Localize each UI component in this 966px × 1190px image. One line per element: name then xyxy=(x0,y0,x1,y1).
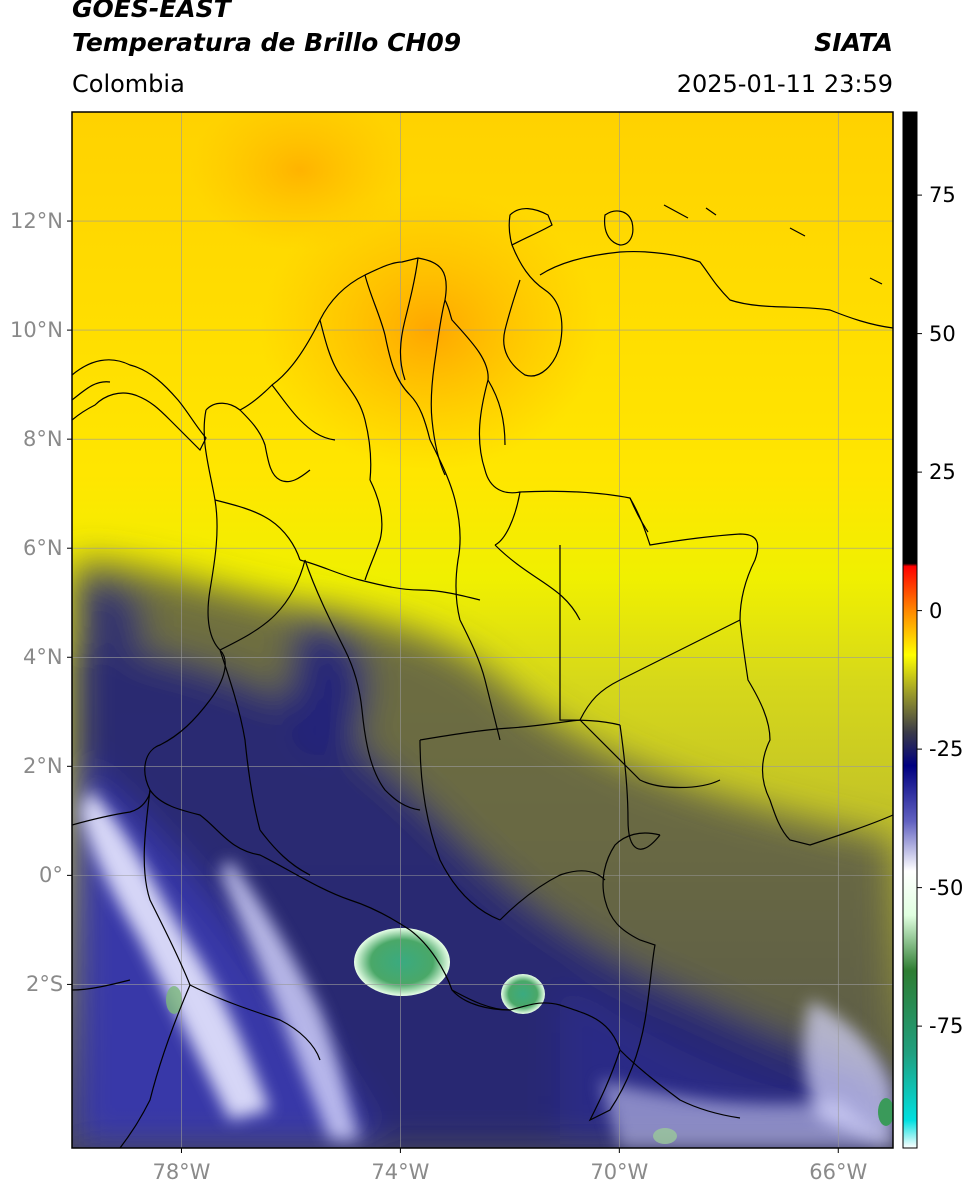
source-label: SIATA xyxy=(814,28,893,57)
axis-ticks xyxy=(67,220,839,1153)
colorbar-tick-label: -25 xyxy=(929,737,964,762)
colorbar-tick-label: 25 xyxy=(929,460,956,485)
lon-tick-label: 66°W xyxy=(809,1160,868,1184)
colorbar-tick-label: 0 xyxy=(929,598,943,623)
brightness-temperature-image xyxy=(72,112,893,1148)
colorbar-tick-label: 75 xyxy=(929,183,956,208)
colombia-border xyxy=(205,257,893,846)
lat-tick-label: 8°N xyxy=(23,427,63,452)
colorbar-tick-label: -75 xyxy=(929,1014,964,1039)
satellite-title: GOES-EAST xyxy=(72,0,231,23)
colorbar-ticks xyxy=(917,194,922,1027)
colorbar xyxy=(902,111,918,1149)
lat-tick-label: 2°N xyxy=(23,754,63,779)
grid-lines xyxy=(72,112,893,1148)
lon-tick-label: 70°W xyxy=(590,1160,649,1184)
lat-tick-label: 6°N xyxy=(23,536,63,561)
country-borders xyxy=(72,204,893,1148)
lat-tick-label: 4°N xyxy=(23,645,63,670)
lat-tick-label: 10°N xyxy=(10,318,63,343)
map-frame xyxy=(71,111,894,1149)
lat-tick-label: 2°S xyxy=(26,972,64,997)
region-label: Colombia xyxy=(72,70,185,98)
lat-tick-label: 12°N xyxy=(10,209,63,234)
colorbar-tick-label: 50 xyxy=(929,321,956,346)
lon-tick-label: 74°W xyxy=(371,1160,430,1184)
product-title: Temperatura de Brillo CH09 xyxy=(72,28,462,57)
lat-tick-label: 0° xyxy=(39,863,63,888)
datetime-label: 2025-01-11 23:59 xyxy=(676,70,893,98)
colorbar-tick-label: -50 xyxy=(929,875,964,900)
lon-tick-label: 78°W xyxy=(152,1160,211,1184)
